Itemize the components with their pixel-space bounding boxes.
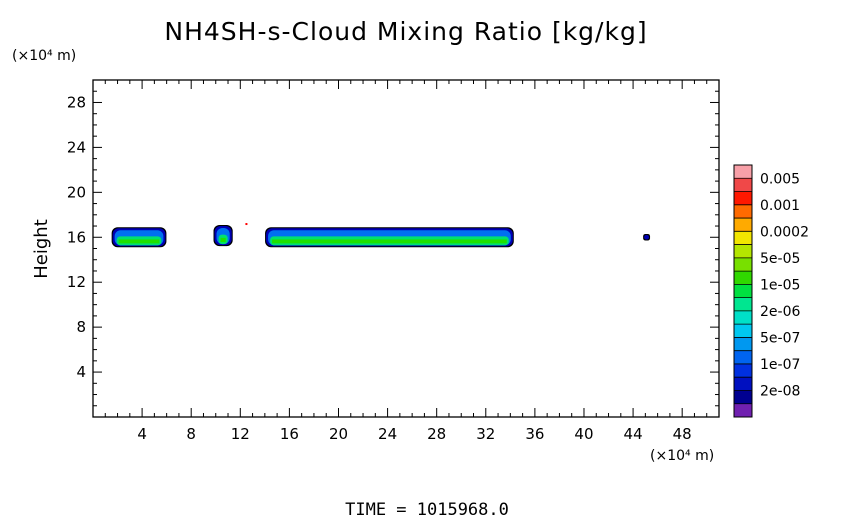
colorbar-label-3: 5e-05	[760, 251, 800, 267]
colorbar-label-6: 5e-07	[760, 330, 800, 346]
colorbar-swatch-17	[734, 390, 752, 405]
y-tick-label-5: 24	[67, 138, 86, 156]
colorbar-label-2: 0.0002	[760, 224, 809, 240]
colorbar-label-1: 0.001	[760, 198, 800, 214]
colorbar-label-4: 1e-05	[760, 277, 800, 293]
colorbar-swatch-13	[734, 337, 752, 352]
cloud-regions	[111, 223, 651, 248]
colorbar-label-8: 2e-08	[760, 383, 800, 399]
colorbar-swatch-8	[734, 271, 752, 285]
cloud-1	[111, 227, 167, 248]
colorbar-swatch-7	[734, 257, 752, 272]
colorbar-swatch-2	[734, 191, 752, 206]
x-tick-label-2: 12	[231, 425, 250, 443]
x-tick-label-4: 20	[329, 425, 348, 443]
colorbar-label-7: 1e-07	[760, 357, 800, 373]
cloud-2	[213, 225, 233, 247]
x-tick-labels: 4 8 12 16 20 24 28 32 36 40 44 48	[137, 425, 691, 443]
x-tick-label-8: 36	[525, 425, 544, 443]
y-tick-label-0: 4	[76, 363, 86, 381]
red-speck	[245, 223, 248, 226]
x-tick-label-9: 40	[574, 425, 593, 443]
cloud-2-core-band	[220, 237, 226, 243]
colorbar-label-0: 0.005	[760, 171, 800, 187]
x-tick-label-7: 32	[476, 425, 495, 443]
plot-frame	[92, 79, 720, 418]
x-tick-label-6: 28	[427, 425, 446, 443]
colorbar-swatch-9	[734, 284, 752, 299]
y-tick-label-3: 16	[67, 228, 86, 246]
colorbar-swatch-4	[734, 218, 752, 232]
x-tick-label-10: 44	[624, 425, 643, 443]
colorbar-swatch-3	[734, 204, 752, 219]
y-tick-labels: 4 8 12 16 20 24 28	[67, 93, 86, 381]
colorbar-swatch-14	[734, 350, 752, 365]
colorbar-swatch-16	[734, 377, 752, 391]
colorbar-swatch-5	[734, 231, 752, 245]
axis-ticks	[93, 80, 719, 417]
colorbar-frame	[733, 164, 753, 418]
x-unit-label: (×10⁴ m)	[650, 448, 714, 464]
cloud-3	[265, 227, 514, 248]
x-tick-label-11: 48	[673, 425, 692, 443]
y-tick-label-1: 8	[76, 318, 86, 336]
cloud-4	[643, 234, 651, 241]
y-tick-label-2: 12	[67, 273, 86, 291]
y-tick-label-4: 20	[67, 183, 86, 201]
chart-title: NH4SH-s-Cloud Mixing Ratio [kg/kg]	[164, 17, 647, 46]
colorbar: 0.005 0.001 0.0002 5e-05 1e-05 2e-06 5e-07 1e-0…	[733, 164, 809, 418]
colorbar-swatch-11	[734, 310, 752, 325]
colorbar-swatch-18	[734, 403, 752, 418]
x-tick-label-0: 4	[137, 425, 147, 443]
y-tick-label-6: 28	[67, 93, 86, 111]
y-axis-label: Height	[31, 219, 52, 279]
colorbar-swatch-15	[734, 363, 752, 378]
cloud-3-core-band	[272, 239, 507, 244]
colorbar-swatch-12	[734, 324, 752, 338]
x-tick-label-3: 16	[280, 425, 299, 443]
colorbar-swatch-6	[734, 244, 752, 259]
y-unit-label: (×10⁴ m)	[12, 48, 76, 64]
colorbar-label-5: 2e-06	[760, 304, 800, 320]
colorbar-swatch-1	[734, 178, 752, 192]
cloud-4-outer-band	[644, 235, 650, 240]
x-tick-label-1: 8	[186, 425, 196, 443]
time-label: TIME = 1015968.0	[345, 500, 509, 519]
colorbar-swatch-10	[734, 297, 752, 312]
colorbar-swatch-0	[734, 165, 752, 179]
cloud-1-core-band	[118, 239, 160, 244]
x-tick-label-5: 24	[378, 425, 397, 443]
